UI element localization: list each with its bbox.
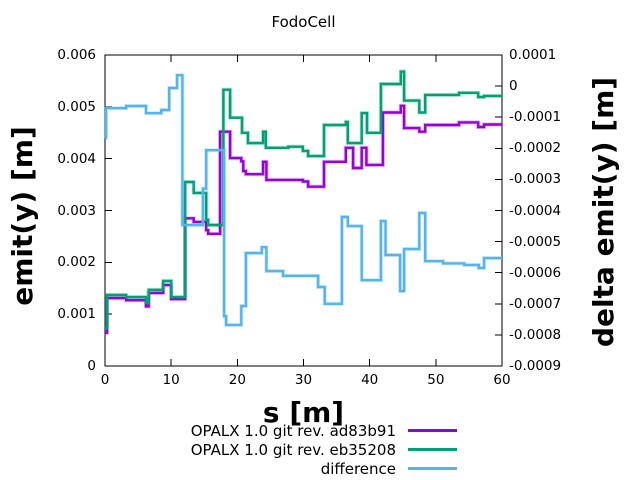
y-tick-label: 0.001 (57, 306, 96, 323)
y2-tick-label: 0 (509, 78, 518, 95)
legend-item-2: difference (0, 459, 457, 478)
y2-tick-label: -0.0002 (509, 140, 562, 157)
y2-tick-label: -0.0005 (509, 233, 562, 250)
y2-tick-label: -0.0006 (509, 264, 562, 281)
y-tick-label: 0.005 (57, 98, 96, 115)
x-tick-label: 10 (162, 372, 180, 388)
legend-item-1: OPALX 1.0 git rev. eb35208 (0, 440, 457, 459)
x-tick-label: 60 (493, 372, 511, 388)
legend-label: OPALX 1.0 git rev. eb35208 (190, 440, 396, 459)
y2-tick-label: -0.0008 (509, 326, 562, 343)
y2-tick-label: -0.0001 (509, 109, 562, 126)
y2-tick-label: -0.0003 (509, 171, 562, 188)
y2-tick-label: 0.0001 (509, 47, 557, 63)
x-tick-label: 0 (100, 372, 110, 388)
legend-label: difference (320, 459, 396, 478)
plot-border (104, 54, 503, 367)
y2-axis-label: delta emit(y) [m] (587, 76, 620, 348)
y-tick-label: 0.004 (57, 150, 96, 167)
series-line-0 (105, 104, 502, 334)
series-halo-0 (104, 103, 502, 335)
legend: OPALX 1.0 git rev. ad83b91 OPALX 1.0 git … (0, 421, 457, 478)
y-tick-label: 0.002 (57, 254, 96, 271)
legend-item-0: OPALX 1.0 git rev. ad83b91 (0, 421, 457, 440)
legend-line-swatch (408, 467, 457, 470)
x-tick-label: 40 (361, 372, 379, 388)
legend-label: OPALX 1.0 git rev. ad83b91 (190, 421, 396, 440)
series-line-1 (105, 70, 502, 330)
x-tick-label: 20 (228, 372, 246, 388)
chart-title: FodoCell (271, 13, 336, 31)
y-tick-label: 0.006 (57, 47, 96, 63)
x-tick-label: 50 (427, 372, 445, 388)
x-tick-label: 30 (294, 372, 313, 388)
y2-tick-label: -0.0007 (509, 295, 562, 312)
legend-line-swatch (408, 429, 457, 432)
legend-line-swatch (408, 448, 457, 451)
series-line-2 (104, 74, 502, 327)
y2-tick-label: -0.0004 (509, 202, 562, 219)
y2-tick-label: -0.0009 (509, 358, 562, 374)
y-tick-label: 0.003 (57, 202, 96, 219)
x-axis-label: s [m] (262, 396, 345, 429)
y-tick-label: 0 (87, 358, 96, 374)
